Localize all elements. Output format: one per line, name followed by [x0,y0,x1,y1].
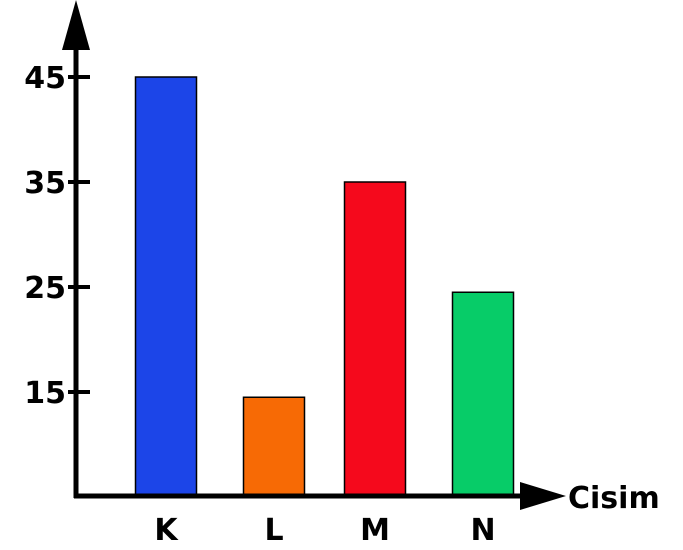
x-labels-group: K L M N [154,513,495,548]
y-axis-arrow-icon [62,0,90,50]
axes-group: Cisim [62,0,660,516]
y-tick-label: 45 [24,61,66,96]
y-ticks-group: 15 25 35 45 [24,61,90,411]
bar-l [242,396,306,497]
y-tick-label: 35 [24,166,66,201]
y-tick-label: 15 [24,376,66,411]
y-tick-label: 25 [24,271,66,306]
x-tick-label-k: K [154,513,179,548]
bar-k [134,76,198,497]
x-tick-label-l: L [264,513,283,548]
bar-m [343,181,407,497]
bar-n [451,291,515,497]
x-tick-label-m: M [360,513,390,548]
x-axis-arrow-icon [520,482,566,510]
bars-group [134,76,515,497]
x-tick-label-n: N [470,513,495,548]
x-axis-title: Cisim [568,481,660,516]
